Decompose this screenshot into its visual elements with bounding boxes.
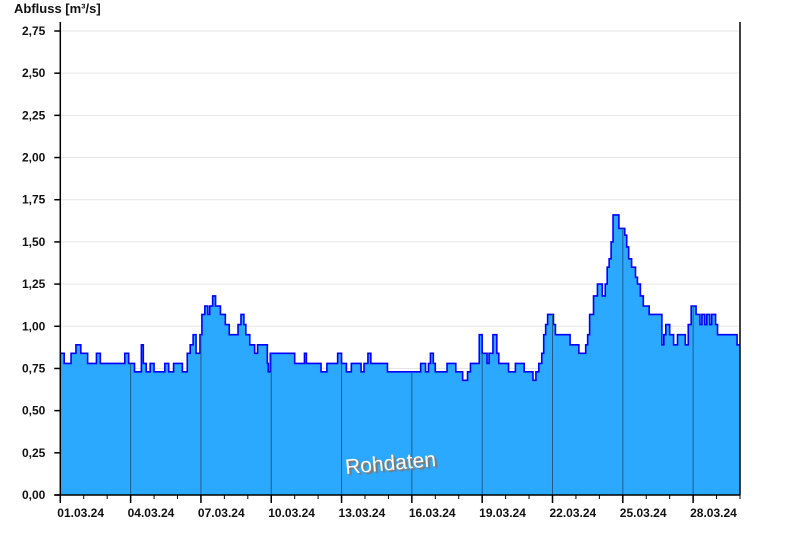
y-tick-label: 2,50	[22, 66, 46, 80]
y-tick-label: 0,75	[22, 361, 46, 375]
y-tick-label: 0,00	[22, 488, 46, 502]
y-tick-label: 2,00	[22, 151, 46, 165]
x-tick-label: 22.03.24	[549, 506, 596, 520]
x-tick-label: 25.03.24	[620, 506, 667, 520]
y-tick-label: 2,25	[22, 108, 46, 122]
x-tick-label: 28.03.24	[690, 506, 737, 520]
x-tick-label: 16.03.24	[409, 506, 456, 520]
x-tick-label: 19.03.24	[479, 506, 526, 520]
series-area	[60, 214, 741, 495]
y-tick-label: 1,75	[22, 193, 46, 207]
y-tick-label: 1,00	[22, 319, 46, 333]
y-tick-label: 1,25	[22, 277, 46, 291]
x-tick-label: 07.03.24	[198, 506, 245, 520]
y-tick-label: 0,25	[22, 446, 46, 460]
x-tick-label: 01.03.24	[57, 506, 104, 520]
y-tick-label: 0,50	[22, 404, 46, 418]
x-tick-label: 10.03.24	[268, 506, 315, 520]
y-axis-title: Abfluss [m³/s]	[14, 1, 101, 16]
y-tick-label: 1,50	[22, 235, 46, 249]
y-tick-label: 2,75	[22, 24, 46, 38]
series-line	[60, 214, 740, 382]
x-tick-label: 13.03.24	[339, 506, 386, 520]
x-tick-label: 04.03.24	[128, 506, 175, 520]
